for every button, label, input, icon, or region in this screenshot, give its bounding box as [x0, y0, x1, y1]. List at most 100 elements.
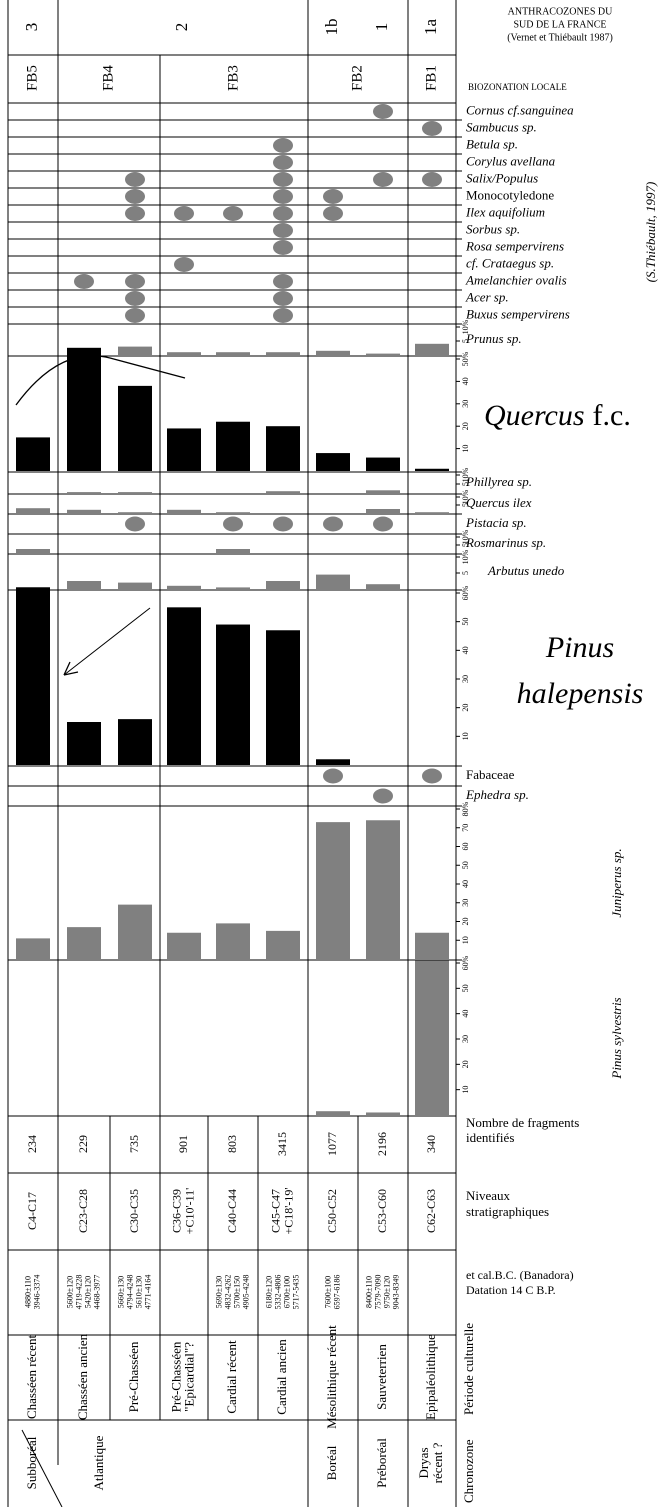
presence-dot	[323, 768, 343, 784]
taxon-label: Corylus avellana	[466, 153, 556, 168]
tick-label: 20	[461, 422, 470, 430]
bar	[216, 512, 250, 513]
tick-label: 5	[461, 543, 470, 547]
tick-label: 5	[461, 339, 470, 343]
tick-label: 80%	[461, 801, 470, 816]
fragment-count: 234	[25, 1135, 39, 1153]
presence-dot	[125, 189, 145, 204]
presence-dot	[273, 189, 293, 204]
presence-dot	[273, 138, 293, 153]
presence-dot	[125, 308, 145, 323]
zone-label: 2	[172, 23, 191, 32]
bar	[67, 347, 101, 471]
bar	[118, 385, 152, 471]
bar	[167, 607, 201, 765]
bar	[415, 468, 449, 471]
tick-label: 10%	[461, 467, 470, 482]
tick-label: 30	[461, 400, 470, 408]
taxon-label: Quercus	[484, 399, 585, 432]
date: 8400±110	[364, 1276, 373, 1308]
biozone-label: FB2	[349, 65, 365, 91]
biozone-label: FB4	[100, 65, 116, 91]
chronozone: Préboréal	[374, 1438, 389, 1488]
presence-dot	[273, 172, 293, 187]
taxon-label: Amelanchier ovalis	[465, 272, 567, 287]
bar	[118, 512, 152, 513]
bar	[366, 353, 400, 355]
level: +C10'-11'	[182, 1188, 196, 1235]
bar	[167, 585, 201, 589]
presence-dot	[273, 516, 293, 532]
row-label: et cal.B.C. (Banadora)	[466, 1268, 574, 1282]
taxon-label: Sambucus sp.	[466, 119, 537, 134]
bar	[366, 820, 400, 959]
taxon-label: Rosa sempervirens	[465, 238, 564, 253]
presence-dot	[125, 206, 145, 221]
tick-label: 10%	[461, 529, 470, 544]
presence-dot	[422, 172, 442, 187]
tick-label: 60%	[461, 955, 470, 970]
biozone-label: FB5	[24, 65, 40, 91]
taxon-label: Prunus sp.	[465, 331, 522, 346]
bar	[216, 421, 250, 471]
tick-label: 20	[461, 1060, 470, 1068]
tick-label: 5	[461, 503, 470, 507]
level: C53-C60	[375, 1189, 389, 1233]
tick-label: 50%	[461, 351, 470, 366]
arrow-head	[63, 661, 79, 676]
bar	[316, 822, 350, 959]
bar	[118, 719, 152, 765]
row-label: Datation 14 C B.P.	[466, 1283, 556, 1297]
bar	[216, 923, 250, 959]
tick-label: 30	[461, 899, 470, 907]
row-label: stratigraphiques	[466, 1204, 549, 1219]
level: C23-C28	[76, 1189, 90, 1233]
presence-dot	[273, 155, 293, 170]
tick-label: 40	[461, 1010, 470, 1018]
author: (S.Thiébault, 1997)	[643, 182, 658, 283]
tick-label: 10	[461, 445, 470, 453]
bar	[216, 587, 250, 589]
fragment-count: 340	[424, 1135, 438, 1153]
bar	[415, 932, 449, 959]
presence-dot	[223, 516, 243, 532]
date: 4719-4228	[74, 1275, 83, 1310]
bar	[16, 938, 50, 959]
period: Chasséen récent	[24, 1335, 39, 1419]
chronozone: Subboréal	[24, 1436, 39, 1489]
bar	[167, 509, 201, 513]
presence-dot	[422, 121, 442, 136]
taxon-label: Monocotyledone	[466, 187, 554, 202]
bar	[266, 581, 300, 589]
presence-dot	[373, 516, 393, 532]
taxon-label: Ilex aquifolium	[465, 204, 545, 219]
date: 6700±100	[282, 1276, 291, 1308]
level: C40-C44	[225, 1189, 239, 1233]
presence-dot	[273, 240, 293, 255]
fragment-count: 2196	[375, 1132, 389, 1156]
tick-label: 20	[461, 918, 470, 926]
fragment-count: 735	[127, 1135, 141, 1153]
level: +C18'-19'	[281, 1187, 295, 1234]
bar	[67, 722, 101, 765]
tick-label: 10%	[461, 489, 470, 504]
presence-dot	[373, 104, 393, 119]
taxon-suffix: f.c.	[593, 399, 631, 432]
taxon-label: Fabaceae	[466, 767, 515, 782]
presence-dot	[422, 768, 442, 784]
bar	[415, 512, 449, 513]
date: 5600±120	[65, 1276, 74, 1308]
tick-label: 30	[461, 675, 470, 683]
presence-dot	[174, 206, 194, 221]
zone-label: 3	[22, 23, 41, 32]
row-label: Période culturelle	[461, 1323, 476, 1415]
bar	[167, 352, 201, 355]
period: Epipaléolithique	[423, 1334, 438, 1420]
date: 5700±150	[232, 1276, 241, 1308]
bar	[366, 1112, 400, 1115]
tick-label: 10	[461, 936, 470, 944]
taxon-label: Rosmarinus sp.	[465, 535, 546, 550]
presence-dot	[74, 274, 94, 289]
period: Pré-Chasséen	[126, 1341, 141, 1412]
